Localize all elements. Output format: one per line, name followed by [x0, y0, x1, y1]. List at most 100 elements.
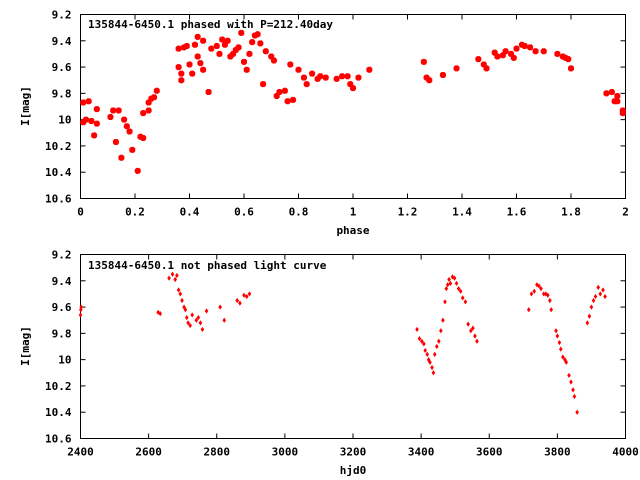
data-point [567, 372, 571, 379]
data-point [572, 393, 577, 400]
data-point [175, 64, 182, 71]
x-tick-label: 3000 [272, 446, 299, 459]
data-point [224, 37, 231, 44]
x-tick-label: 0.6 [234, 206, 254, 219]
data-point [521, 43, 528, 50]
data-point [608, 89, 615, 96]
data-point [571, 387, 575, 393]
data-point [554, 328, 558, 334]
data-point [539, 286, 543, 292]
data-point [598, 291, 603, 297]
data-point [200, 326, 205, 333]
data-point [235, 44, 242, 51]
data-point [426, 77, 433, 84]
x-tick-label: 2600 [135, 446, 162, 459]
phased-light-curve-panel: 0 0.2 0.4 0.6 0.8 1 1.2 1.4 1.6 1.8 2 9.2 9.4 9.6 9.8… [19, 9, 629, 238]
y-tick-label: 10 [58, 354, 71, 367]
data-point [466, 321, 470, 327]
data-point [290, 96, 297, 103]
y-tick-label: 10.6 [45, 433, 72, 446]
data-point [189, 70, 196, 77]
data-point [118, 154, 125, 161]
data-point [454, 280, 459, 287]
data-point [549, 307, 554, 313]
data-point [344, 73, 351, 80]
data-point [218, 304, 222, 310]
data-point [593, 293, 598, 300]
data-point [178, 77, 185, 84]
data-point [322, 74, 329, 81]
data-point [564, 359, 569, 365]
chart-title: 135844-6450.1 not phased light curve [88, 259, 327, 272]
data-point [430, 364, 434, 371]
data-point [170, 271, 175, 277]
data-point [129, 146, 136, 153]
data-point [333, 75, 340, 82]
data-point [235, 297, 239, 304]
data-point [439, 328, 443, 334]
data-point [420, 338, 424, 344]
data-point [194, 33, 201, 40]
data-point [422, 341, 426, 347]
y-tick-label: 9.8 [52, 87, 72, 100]
data-point [565, 56, 572, 63]
data-point [242, 292, 246, 298]
data-point [546, 292, 550, 298]
data-point [529, 291, 534, 297]
data-point [175, 272, 179, 279]
data-point [153, 87, 160, 94]
data-point [262, 48, 269, 55]
x-tick-labels: 0 0.2 0.4 0.6 0.8 1 1.2 1.4 1.6 1.8 2 [77, 206, 629, 219]
data-point [614, 98, 621, 105]
data-point [548, 297, 552, 304]
x-tick-label: 2400 [67, 446, 94, 459]
data-point [173, 276, 177, 283]
y-tick-label: 9.4 [52, 275, 72, 288]
data-point [437, 338, 441, 344]
data-point [434, 343, 439, 350]
tick-marks [80, 254, 626, 439]
data-point [260, 81, 267, 88]
data-point [591, 297, 596, 304]
data-point [619, 110, 626, 117]
data-point [188, 322, 192, 329]
y-tick-labels: 9.2 9.4 9.6 9.8 10 10.2 10.4 10.6 [45, 249, 72, 446]
y-tick-label: 10.2 [45, 140, 72, 153]
x-tick-label: 0.4 [180, 206, 200, 219]
data-point [596, 284, 601, 290]
data-point [540, 48, 547, 55]
data-point [585, 320, 590, 326]
data-point [123, 123, 130, 130]
data-point [541, 291, 546, 297]
data-point [603, 293, 607, 300]
data-point [447, 276, 451, 283]
data-point [460, 295, 465, 301]
y-tick-label: 9.2 [52, 9, 72, 22]
data-point [219, 36, 226, 43]
data-point [444, 286, 449, 292]
data-point [191, 41, 198, 48]
data-point [513, 45, 520, 52]
x-tick-label: 0 [77, 206, 84, 219]
data-point [246, 50, 253, 57]
data-point [178, 70, 185, 77]
data-point [558, 346, 563, 352]
data-point [426, 357, 431, 363]
data-point [183, 307, 188, 313]
data-point [175, 45, 182, 52]
y-tick-label: 9.4 [52, 35, 72, 48]
data-point [527, 44, 534, 51]
data-point [510, 54, 517, 61]
data-point [554, 50, 561, 57]
data-point [532, 288, 537, 294]
data-point [453, 65, 460, 72]
x-tick-label: 2800 [204, 446, 231, 459]
data-point [473, 333, 477, 339]
data-point [450, 274, 455, 280]
data-point [587, 313, 592, 319]
data-point [126, 128, 133, 135]
y-axis-label: I[mag] [19, 86, 32, 126]
data-point [425, 351, 430, 357]
data-point [238, 29, 245, 36]
